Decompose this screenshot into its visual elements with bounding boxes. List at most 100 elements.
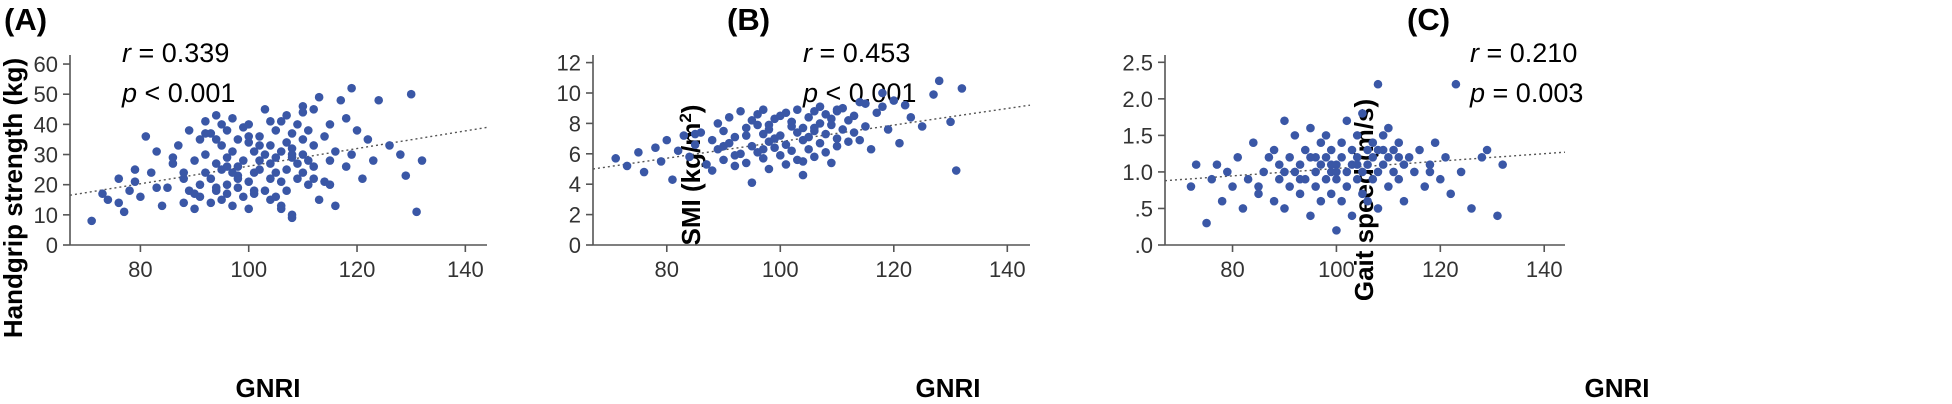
x-tick-label: 120	[339, 257, 376, 282]
data-point	[1316, 160, 1326, 169]
axes: 0 2 4 6 8 10 12 80 100 120 140	[557, 51, 1030, 282]
data-point	[872, 108, 882, 118]
data-point	[271, 192, 281, 202]
data-point	[396, 150, 405, 159]
data-point	[157, 201, 167, 211]
correlation-r: r = 0.453	[803, 38, 910, 68]
data-point	[1217, 196, 1227, 206]
data-point	[309, 174, 319, 183]
data-point	[1477, 153, 1487, 162]
data-point	[222, 180, 232, 189]
data-point	[331, 201, 340, 211]
data-point	[358, 174, 367, 183]
data-point	[217, 141, 226, 150]
data-point	[1295, 174, 1305, 184]
data-point	[201, 168, 210, 177]
data-point	[1415, 145, 1424, 155]
axes: 0 10 20 30 40 50 60 80 100 120 140	[34, 52, 487, 282]
data-point	[673, 146, 683, 156]
data-point	[249, 186, 259, 196]
data-point	[1274, 160, 1284, 169]
data-point	[827, 120, 836, 130]
data-point	[883, 125, 893, 134]
data-point	[260, 104, 270, 114]
data-point	[412, 207, 421, 217]
data-point	[775, 151, 785, 160]
data-point	[1342, 182, 1352, 191]
data-point	[114, 174, 124, 183]
data-point	[406, 89, 416, 99]
data-point	[211, 111, 221, 120]
data-point	[1363, 145, 1372, 155]
data-point	[287, 144, 297, 153]
data-point	[787, 146, 796, 156]
data-point	[741, 158, 751, 168]
data-point	[260, 150, 270, 159]
data-point	[707, 135, 717, 145]
data-point	[233, 162, 243, 171]
data-point	[255, 132, 264, 141]
data-point	[1332, 167, 1341, 177]
data-point	[622, 161, 632, 171]
data-point	[282, 165, 291, 174]
data-point	[244, 132, 254, 141]
data-point	[136, 192, 145, 202]
y-tick-label: .0	[1135, 233, 1153, 258]
data-point	[244, 138, 254, 147]
data-point	[331, 147, 340, 156]
data-point	[233, 171, 243, 180]
data-point	[146, 168, 156, 177]
x-tick-label: 80	[1220, 257, 1244, 282]
data-point	[1384, 123, 1393, 133]
data-point	[293, 159, 302, 168]
data-point	[336, 95, 346, 105]
data-point	[266, 174, 275, 183]
data-point	[690, 140, 700, 149]
data-point	[368, 156, 378, 165]
data-point	[781, 140, 791, 149]
data-point	[190, 204, 199, 214]
data-point	[639, 167, 649, 177]
data-point	[900, 100, 910, 110]
data-point	[1274, 174, 1284, 184]
data-point	[1389, 145, 1398, 155]
data-point	[320, 132, 329, 141]
data-point	[341, 114, 351, 123]
y-tick-label: 4	[569, 172, 581, 197]
data-point	[827, 114, 836, 124]
data-point	[951, 166, 961, 175]
data-point	[1482, 145, 1492, 155]
data-point	[1269, 196, 1279, 206]
data-point	[1316, 196, 1326, 206]
data-point	[917, 122, 927, 131]
data-point	[1337, 196, 1346, 206]
y-tick-label: 10	[557, 81, 581, 106]
data-point	[707, 166, 717, 175]
data-point	[1399, 196, 1409, 206]
data-point	[228, 201, 237, 211]
data-point	[141, 132, 151, 141]
data-point	[719, 155, 728, 165]
data-point	[255, 156, 264, 165]
data-point	[228, 114, 237, 123]
data-point	[363, 135, 373, 144]
x-axis-title: GNRI	[1585, 373, 1650, 403]
panel-label: (A)	[4, 2, 47, 37]
data-point	[1368, 174, 1378, 184]
data-point	[1394, 138, 1404, 147]
data-point	[1363, 196, 1372, 206]
data-point	[1290, 131, 1300, 140]
data-point	[211, 183, 221, 192]
data-point	[287, 210, 297, 220]
data-point	[832, 141, 842, 151]
data-point	[1202, 218, 1211, 228]
data-points	[87, 83, 427, 226]
data-point	[781, 160, 791, 169]
correlation-r: r = 0.339	[122, 38, 229, 68]
y-tick-label: 2	[569, 203, 581, 228]
data-point	[1259, 167, 1269, 177]
data-point	[276, 147, 286, 156]
data-point	[685, 152, 694, 162]
data-point	[271, 126, 281, 135]
